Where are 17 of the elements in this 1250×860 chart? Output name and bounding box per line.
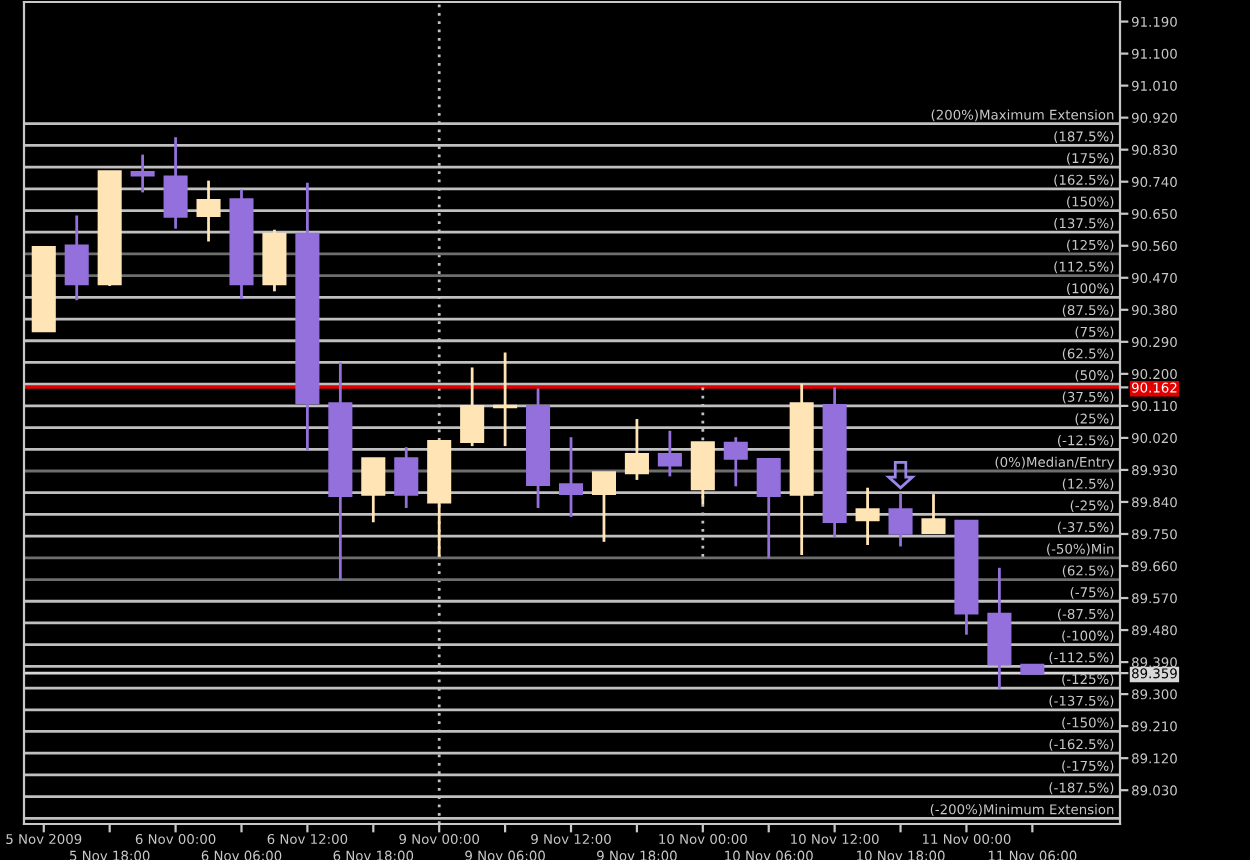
candlestick xyxy=(591,470,617,544)
candlestick xyxy=(394,445,419,510)
candlestick xyxy=(196,179,221,243)
candlestick xyxy=(723,435,748,488)
candlestick xyxy=(130,153,155,194)
candlestick xyxy=(921,492,946,535)
candlestick xyxy=(756,457,781,560)
candlestick xyxy=(657,429,682,478)
candlestick xyxy=(558,435,584,519)
candlestick xyxy=(361,456,386,524)
candlestick xyxy=(855,486,880,547)
candlestick xyxy=(460,366,485,448)
candlestick xyxy=(624,417,649,482)
candlestick xyxy=(493,351,518,448)
candlestick xyxy=(888,491,913,548)
candlestick xyxy=(64,214,89,302)
candlestick xyxy=(163,135,188,231)
